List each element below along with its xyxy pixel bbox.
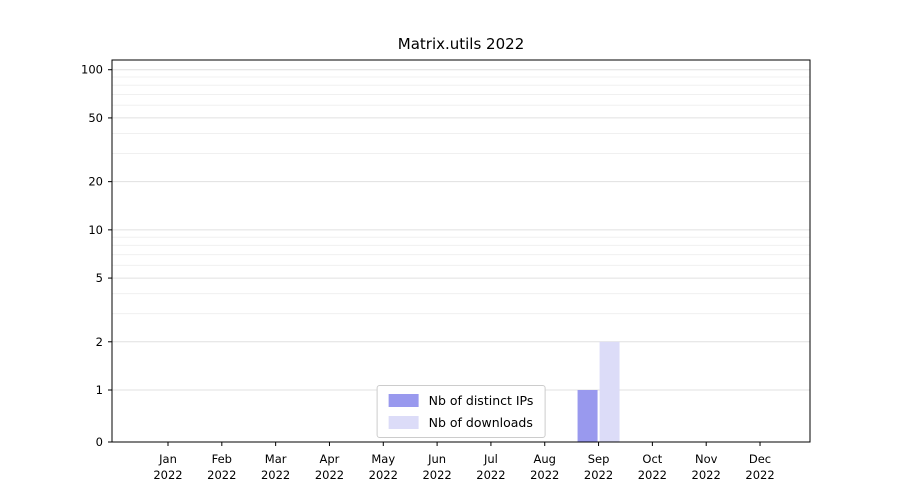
legend-swatch-downloads [388,416,419,429]
y-tick-label: 10 [88,223,103,237]
x-tick-label: Nov 2022 [692,452,721,482]
x-tick-label: Jul 2022 [476,452,505,482]
x-tick-label: Jun 2022 [422,452,451,482]
x-tick-label: Jan 2022 [153,452,182,482]
axes-frame [111,59,811,443]
y-tick-label: 0 [96,435,103,449]
x-tick-label: Oct 2022 [638,452,667,482]
legend-label-downloads: Nb of downloads [428,415,533,430]
legend-swatch-distinct-ips [388,394,419,407]
y-tick-label: 100 [81,63,103,77]
x-tick-label: Aug 2022 [530,452,559,482]
y-tick-label: 5 [96,271,103,285]
legend-label-distinct-ips: Nb of distinct IPs [428,393,534,408]
x-tick-label: Sep 2022 [584,452,613,482]
chart-title: Matrix.utils 2022 [397,35,525,53]
bar-nb-of-downloads [599,341,620,442]
y-tick-label: 1 [96,383,103,397]
y-tick-label: 20 [88,175,103,189]
bar-nb-of-distinct-ips [577,390,598,442]
legend-item-downloads: Nb of downloads [388,415,534,430]
x-tick-label: Apr 2022 [315,452,344,482]
x-tick-label: Mar 2022 [261,452,290,482]
y-tick-label: 50 [88,111,103,125]
x-tick-label: Dec 2022 [745,452,774,482]
x-tick-label: Feb 2022 [207,452,236,482]
x-tick-label: May 2022 [369,452,398,482]
legend: Nb of distinct IPs Nb of downloads [376,385,546,438]
legend-item-distinct-ips: Nb of distinct IPs [388,393,534,408]
y-tick-label: 2 [96,335,103,349]
